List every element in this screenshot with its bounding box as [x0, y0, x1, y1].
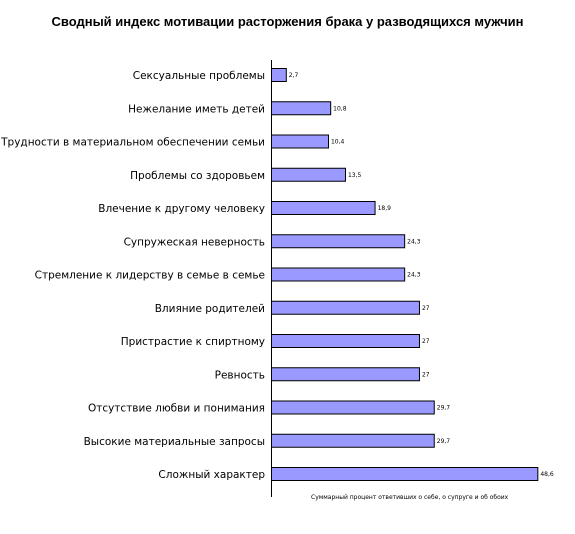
- category-label: Сексуальные проблемы: [133, 70, 265, 82]
- data-label: 24,3: [407, 238, 421, 245]
- bar: [271, 334, 420, 348]
- data-label: 2,7: [289, 72, 299, 79]
- bar: [271, 267, 406, 282]
- data-label: 27: [422, 371, 430, 378]
- bar: [271, 367, 420, 382]
- category-label: Высокие материальные запросы: [84, 436, 265, 448]
- category-label: Сложный характер: [158, 469, 265, 481]
- data-label: 18,9: [378, 205, 392, 212]
- bar: [271, 134, 329, 149]
- category-label: Проблемы со здоровьем: [130, 170, 265, 182]
- data-label: 13,5: [348, 172, 362, 179]
- category-label: Ревность: [215, 369, 265, 381]
- axis-note: Суммарный процент ответивших о себе, о с…: [311, 494, 509, 501]
- bar: [271, 300, 420, 315]
- bars-layer: Сексуальные проблемы 2,7 Нежелание иметь д…: [0, 68, 554, 481]
- category-label: Нежелание иметь детей: [128, 103, 265, 115]
- category-label: Отсутствие любви и понимания: [88, 403, 265, 415]
- category-label: Супружеская неверность: [124, 236, 265, 248]
- bar: [271, 201, 376, 215]
- bar: [271, 433, 435, 448]
- chart-title: Сводный индекс мотивации расторжения бра…: [51, 14, 524, 29]
- category-label: Стремление к лидерству в семье в семье: [35, 270, 265, 282]
- bar: [271, 467, 539, 481]
- data-label: 10,8: [333, 105, 347, 112]
- data-label: 10,4: [331, 139, 345, 146]
- data-label: 29,7: [437, 405, 451, 412]
- bar: [271, 101, 332, 116]
- data-label: 24,3: [407, 272, 421, 279]
- data-label: 29,7: [437, 438, 451, 445]
- data-label: 48,6: [540, 471, 554, 478]
- bar: [271, 68, 287, 82]
- bar: [271, 234, 406, 249]
- category-label: Влечение к другому человеку: [98, 203, 265, 215]
- data-label: 27: [422, 305, 430, 312]
- category-label: Трудности в материальном обеспечении сем…: [0, 137, 265, 149]
- data-label: 27: [422, 338, 430, 345]
- bar: [271, 400, 435, 415]
- category-label: Пристрастие к спиртному: [121, 336, 265, 348]
- bar: [271, 167, 346, 182]
- category-label: Влияние родителей: [155, 303, 265, 315]
